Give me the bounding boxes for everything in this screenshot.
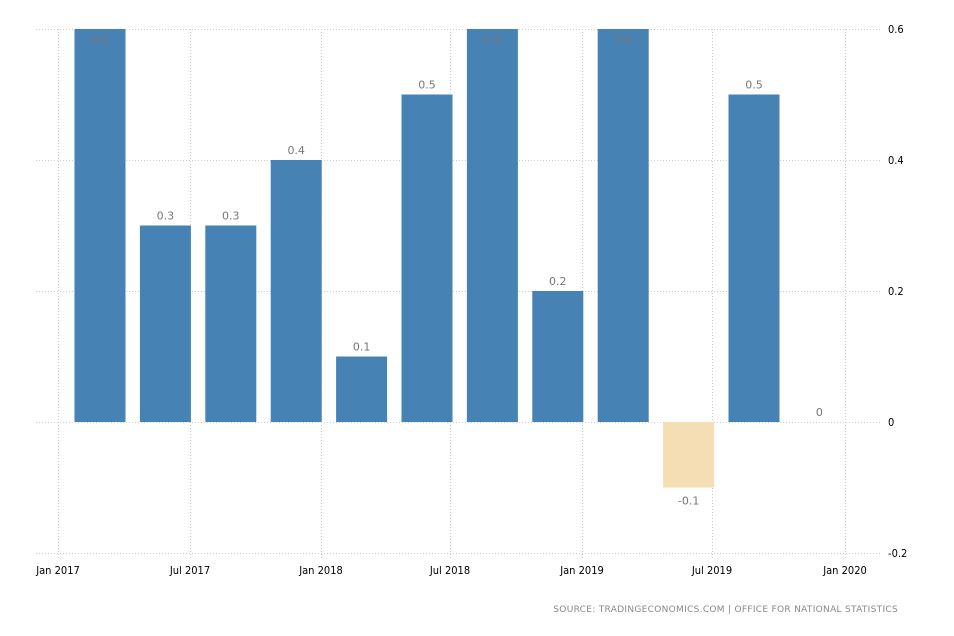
data-label: 0.5 xyxy=(418,79,436,92)
bar xyxy=(270,160,322,422)
bar xyxy=(336,356,388,422)
data-label: -0.1 xyxy=(678,495,699,508)
data-label: 0.6 xyxy=(91,33,109,46)
bar xyxy=(74,29,126,422)
data-label: 0.3 xyxy=(157,210,175,223)
data-label: 0.3 xyxy=(222,210,240,223)
bar xyxy=(663,422,715,488)
data-label: 0.2 xyxy=(549,275,567,288)
data-label: 0.6 xyxy=(484,33,502,46)
bar xyxy=(728,94,780,422)
bar xyxy=(401,94,453,422)
y-tick-label: 0.4 xyxy=(888,154,904,167)
x-tick-label: Jan 2019 xyxy=(559,564,604,577)
y-tick-label: 0.2 xyxy=(888,285,904,298)
y-tick-label: 0 xyxy=(888,416,894,429)
x-tick-label: Jan 2020 xyxy=(822,564,867,577)
bar xyxy=(532,291,584,422)
y-tick-label: -0.2 xyxy=(888,547,907,560)
x-tick-label: Jul 2018 xyxy=(429,564,470,577)
x-tick-label: Jan 2018 xyxy=(298,564,343,577)
bar xyxy=(597,29,649,422)
data-label: 0.5 xyxy=(745,79,763,92)
bar xyxy=(139,225,191,422)
bar xyxy=(205,225,257,422)
x-tick-label: Jul 2017 xyxy=(169,564,210,577)
bar xyxy=(466,29,518,422)
source-note: SOURCE: TRADINGECONOMICS.COM | OFFICE FO… xyxy=(553,605,898,615)
y-tick-label: 0.6 xyxy=(888,23,904,36)
x-tick-label: Jan 2017 xyxy=(35,564,80,577)
data-label: 0.1 xyxy=(353,341,371,354)
data-label: 0.6 xyxy=(614,33,632,46)
data-label: 0.4 xyxy=(287,144,305,157)
x-tick-label: Jul 2019 xyxy=(691,564,732,577)
data-label: 0 xyxy=(816,406,823,419)
